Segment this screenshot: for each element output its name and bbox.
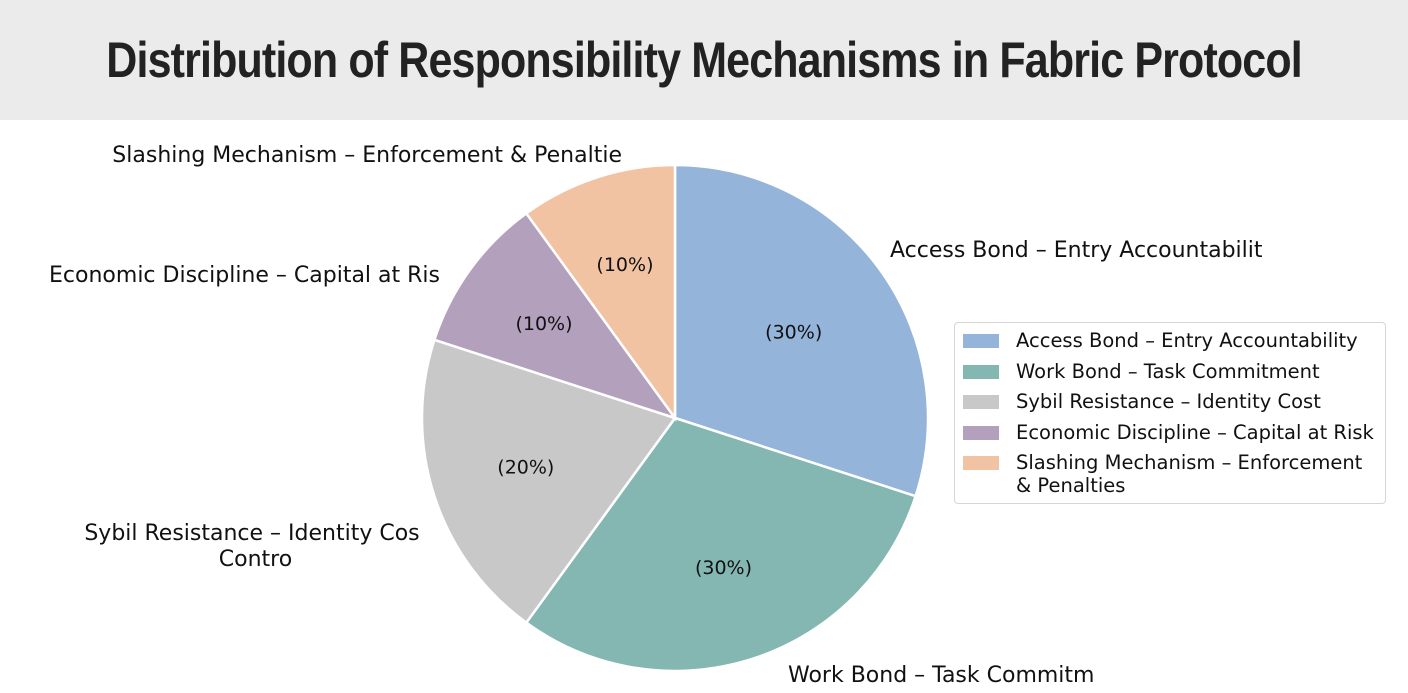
legend-item-economic-discipline-capital-at-risk: Economic Discipline – Capital at Risk (963, 421, 1377, 444)
legend-item-slashing-mechanism-enforcement-penalties: Slashing Mechanism – Enforcement & Penal… (963, 451, 1377, 497)
pie-slice-economic-discipline-capital-at-risk (432, 211, 679, 421)
legend-swatch (963, 425, 999, 440)
chart-title: Distribution of Responsibility Mechanism… (106, 32, 1302, 88)
legend-swatch (963, 364, 999, 379)
pie-slice-slashing-mechanism-enforcement-penalties (524, 163, 677, 422)
legend: Access Bond – Entry Accountability Work B… (954, 322, 1386, 504)
legend-label: Access Bond – Entry Accountability (1016, 329, 1358, 352)
slice-label: Economic Discipline – Capital at Ris (49, 263, 440, 288)
title-bar: Distribution of Responsibility Mechanism… (0, 0, 1408, 120)
legend-item-access-bond-entry-accountability: Access Bond – Entry Accountability (963, 329, 1377, 352)
slice-percent-label: (10%) (515, 313, 572, 335)
slice-label: Work Bond – Task Commitm (788, 663, 1094, 688)
legend-swatch (963, 456, 999, 471)
legend-label: Work Bond – Task Commitment (1016, 359, 1320, 383)
slice-label: Access Bond – Entry Accountabilit (890, 238, 1263, 263)
pie-slice-sybil-resistance-identity-cost (420, 338, 678, 625)
pie-slice-work-bond-task-commitment (524, 416, 918, 673)
slice-percent-label: (30%) (765, 322, 822, 344)
slice-percent-label: (10%) (596, 254, 653, 276)
slice-percent-label: (30%) (695, 557, 752, 579)
legend-label: Slashing Mechanism – Enforcement & Penal… (1016, 451, 1363, 498)
slice-label: Slashing Mechanism – Enforcement & Penal… (112, 143, 622, 168)
legend-label: Economic Discipline – Capital at Risk (1016, 420, 1374, 444)
legend-item-sybil-resistance-identity-cost: Sybil Resistance – Identity Cost (963, 390, 1377, 413)
legend-swatch (963, 334, 999, 348)
slice-percent-label: (20%) (497, 456, 554, 478)
slice-label: Sybil Resistance – Identity Cos Contro (84, 521, 419, 572)
legend-label: Sybil Resistance – Identity Cost (1016, 390, 1321, 414)
pie-slice-access-bond-entry-accountability (673, 163, 930, 498)
legend-swatch (963, 395, 999, 410)
legend-item-work-bond-task-commitment: Work Bond – Task Commitment (963, 360, 1377, 383)
